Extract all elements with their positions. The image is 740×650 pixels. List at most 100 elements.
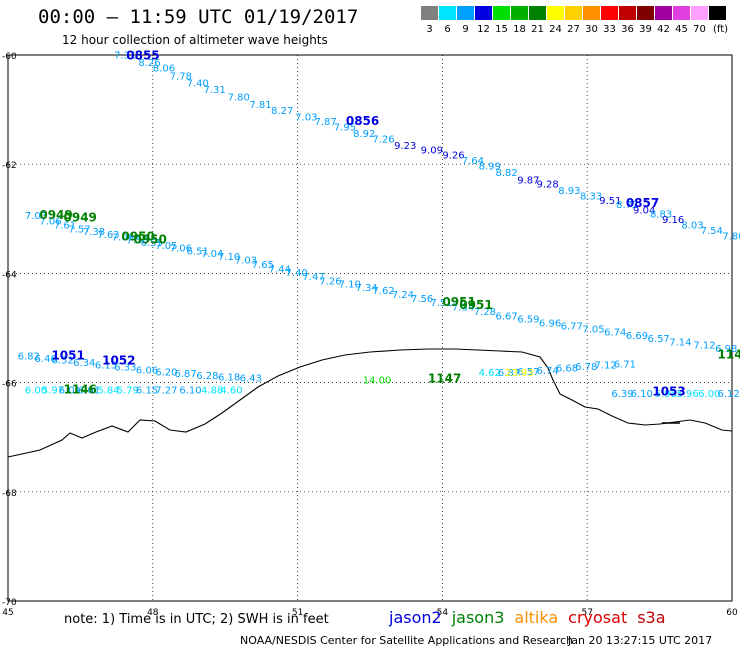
wave-height-value: 6.68: [556, 364, 578, 375]
wave-height-value: 7.51: [430, 298, 452, 309]
wave-height-value: 7.04: [201, 249, 223, 260]
wave-height-value: 7.28: [474, 307, 496, 318]
wave-height-value: 7.24: [392, 290, 414, 301]
wave-height-value: 6.28: [196, 371, 218, 382]
wave-height-value: 8.33: [580, 192, 602, 203]
wave-height-value: 6.18: [218, 372, 240, 383]
wave-height-value: 5.96: [676, 389, 698, 400]
wave-height-value: 9.87: [517, 175, 539, 186]
wave-height-value: 6.98: [715, 344, 737, 355]
wave-height-value: 23.93: [505, 368, 534, 379]
wave-height-value: 7.80: [228, 92, 250, 103]
pass-time-label: 0856: [346, 114, 379, 128]
satellite-s3a: s3a: [637, 608, 666, 627]
satellite-legend: jason2 jason3 altika cryosat s3a: [389, 608, 676, 627]
wave-height-value: 7.03: [235, 256, 257, 267]
wave-height-value: 6.78: [575, 362, 597, 373]
track-f: 6.396.10 5.98 5.96 6.006.12: [611, 389, 739, 400]
wave-height-value: 6.10: [179, 386, 201, 397]
tick-labels: 45 48 51 54 57 60 -60 -62 -64 -66 -68 -70: [2, 52, 738, 618]
legend-label: 3: [426, 24, 433, 35]
wave-height-value: 6.01: [78, 386, 100, 397]
legend-swatch: [493, 6, 510, 20]
legend-swatch: [529, 6, 546, 20]
track-a: 7.318.268.067.787.407.317.807.818.277.03…: [114, 50, 740, 242]
wave-height-value: 7.65: [252, 260, 274, 271]
graticule: [7, 54, 733, 602]
wave-height-value: 9.23: [394, 141, 416, 152]
pass-time-label: 1147: [428, 372, 461, 386]
legend-label: 21: [531, 24, 544, 35]
pass-time-label: 1051: [51, 349, 84, 363]
legend-swatch: [475, 6, 492, 20]
lon-tick-label: 57: [581, 608, 592, 618]
lat-tick-label: -68: [2, 489, 17, 499]
wave-height-value: 8.03: [681, 221, 703, 232]
legend-label: 27: [567, 24, 580, 35]
wave-height-value: 8.27: [271, 106, 293, 117]
pass-time-label: 114: [718, 348, 740, 362]
wave-height-value: 6.20: [155, 368, 177, 379]
legend-label: 30: [585, 24, 598, 35]
wave-height-value: 6.71: [614, 359, 636, 370]
wave-height-value: 5.79: [117, 386, 139, 397]
wave-height-value: 6.82: [18, 352, 40, 363]
legend-label: 39: [639, 24, 652, 35]
wave-height-value: 8.72: [616, 200, 638, 211]
satellite-jason2: jason2: [389, 608, 442, 627]
pass-time-label: 0951: [442, 295, 475, 309]
wave-height-value: 7.05: [582, 324, 604, 335]
wave-height-value: 6.34: [73, 358, 95, 369]
wave-height-value: 7.38: [83, 227, 105, 238]
wave-height-value: 4.62: [479, 368, 501, 379]
page-title: 00:00 – 11:59 UTC 01/19/2017: [38, 6, 359, 28]
satellite-altika: altika: [514, 608, 559, 627]
track-c: 6.826.466.52 6.34 6.156.33 6.066.206.87 6.28…: [18, 352, 262, 385]
lat-tick-label: -62: [2, 161, 17, 171]
lon-tick-label: 48: [147, 608, 159, 618]
wave-height-value: 7.58: [126, 235, 148, 246]
track-e: 4.626.876.576.746.686.787.126.71: [479, 359, 636, 379]
wave-height-value: 7.62: [372, 286, 394, 297]
legend-swatch: [421, 6, 438, 20]
wave-height-value: 9.04: [633, 205, 655, 216]
wave-height-value: 6.57: [517, 367, 539, 378]
wave-height-value: 7.57: [68, 224, 90, 235]
wave-height-value: 6.52: [51, 355, 73, 366]
track-d: 6.005.976.016.015.845.796.157.27 6.10 4.88…: [25, 386, 243, 397]
wave-height-value: 5.97: [42, 386, 64, 397]
page-subtitle: 12 hour collection of altimeter wave hei…: [62, 33, 328, 47]
track-g: 14.00 23.93: [363, 368, 534, 387]
lat-tick-label: -66: [2, 380, 17, 390]
wave-height-value: 6.69: [626, 331, 648, 342]
lon-tick-label: 51: [292, 608, 303, 618]
legend-label: 33: [603, 24, 616, 35]
wave-height-value: 7.54: [701, 226, 723, 237]
wave-height-value: 9.28: [537, 180, 559, 191]
legend-swatch: [691, 6, 708, 20]
wave-height-value: 7.40: [286, 268, 308, 279]
legend-swatch: [601, 6, 618, 20]
wave-height-value: 6.87: [498, 368, 520, 379]
wave-height-value: 4.60: [220, 386, 242, 397]
wave-height-value: 7.06: [170, 244, 192, 255]
wave-height-value: 6.12: [718, 389, 740, 400]
wave-height-value: 9.09: [421, 145, 443, 156]
wave-height-value: 6.55: [141, 238, 163, 249]
wave-height-value: 7.56: [411, 294, 433, 305]
antarctic-coastline: [7, 348, 733, 458]
wave-height-value: 14.00: [363, 376, 392, 387]
pass-time-label: 0950: [133, 232, 166, 246]
wave-height-value: 8.93: [558, 186, 580, 197]
wave-height-value: 7.61: [54, 221, 76, 232]
pass-time-label: 0949: [39, 208, 72, 222]
legend-swatch: [439, 6, 456, 20]
pass-time-label: 1146: [64, 383, 97, 397]
wave-height-value: 6.51: [187, 246, 209, 257]
footer-note: note: 1) Time is in UTC; 2) SWH is in fe…: [64, 612, 329, 627]
legend-swatch: [637, 6, 654, 20]
wave-height-value: 8.92: [353, 129, 375, 140]
wave-height-value: 7.10: [218, 252, 240, 263]
